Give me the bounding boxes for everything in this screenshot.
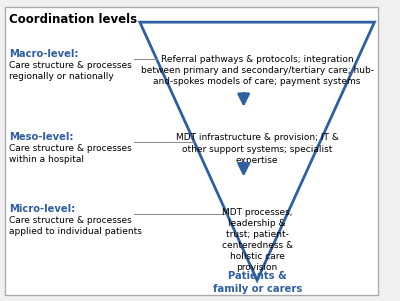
Text: Care structure & processes
applied to individual patients: Care structure & processes applied to in… — [9, 216, 142, 236]
FancyBboxPatch shape — [5, 7, 378, 295]
Text: Macro-level:: Macro-level: — [9, 49, 78, 59]
Text: Care structure & processes
within a hospital: Care structure & processes within a hosp… — [9, 144, 132, 164]
Text: MDT infrastructure & provision; IT &
other support systems; specialist
expertise: MDT infrastructure & provision; IT & oth… — [176, 133, 338, 165]
Text: Coordination levels: Coordination levels — [9, 13, 137, 26]
Text: Micro-level:: Micro-level: — [9, 203, 75, 213]
Text: Referral pathways & protocols; integration
between primary and secondary/tertiar: Referral pathways & protocols; integrati… — [141, 55, 374, 86]
Polygon shape — [140, 22, 374, 280]
Text: Meso-level:: Meso-level: — [9, 132, 74, 142]
Text: Care structure & processes
regionally or nationally: Care structure & processes regionally or… — [9, 61, 132, 81]
Text: Patients &
family or carers: Patients & family or carers — [212, 272, 302, 294]
Text: MDT processes,
leadership &
trust; patient-
centeredness &
holistic care
provisi: MDT processes, leadership & trust; patie… — [222, 208, 293, 272]
